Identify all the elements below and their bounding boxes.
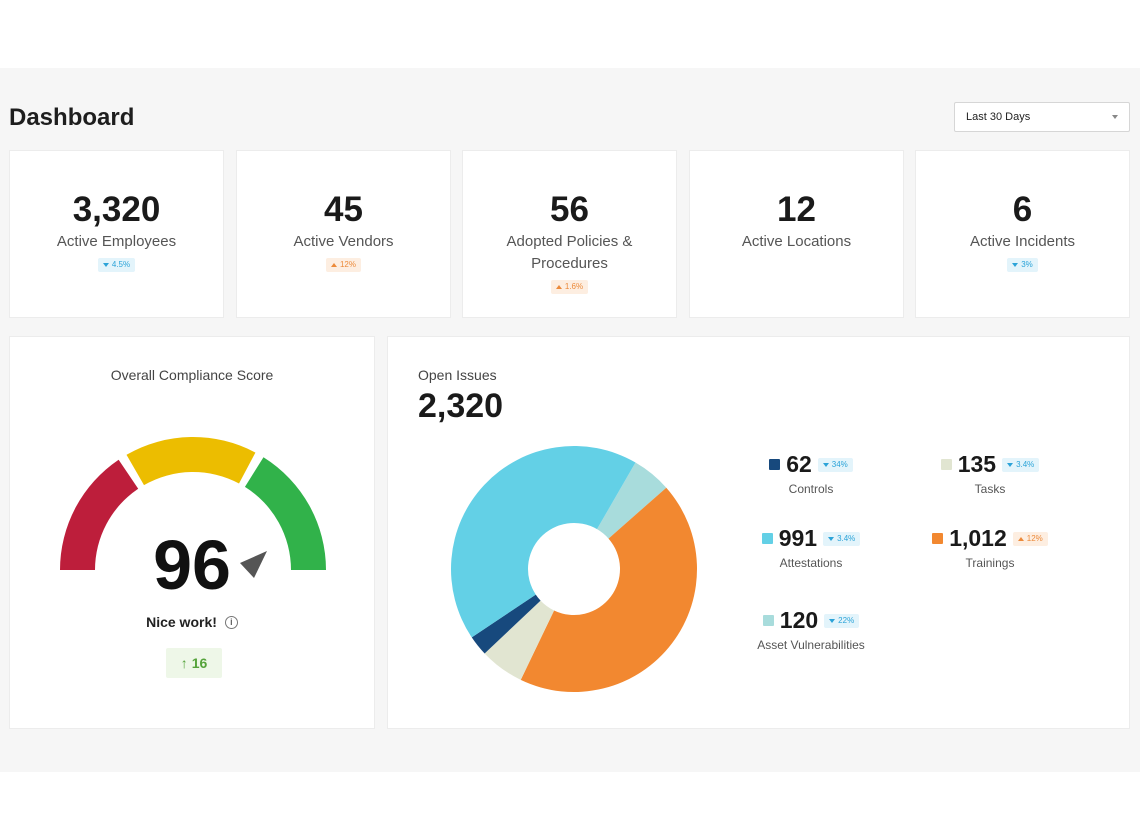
- gauge-segment-mid: [126, 437, 256, 486]
- change-badge: 12%: [325, 258, 361, 272]
- compliance-title: Overall Compliance Score: [110, 367, 274, 383]
- change-value: 3.4%: [1016, 459, 1035, 469]
- gauge-segment-low: [60, 459, 139, 570]
- legend-value: 1,012: [949, 525, 1007, 551]
- legend-label: Asset Vulnerabilities: [757, 638, 865, 652]
- legend-swatch: [932, 533, 944, 544]
- change-badge: 4.5%: [97, 258, 136, 272]
- legend-item: 62 34% Controls: [736, 451, 886, 496]
- stat-card: 12 Active Locations: [689, 150, 904, 318]
- legend-swatch: [762, 615, 774, 626]
- donut-slice[interactable]: [597, 462, 667, 539]
- date-range-value: Last 30 Days: [966, 111, 1031, 123]
- dashboard-page: Dashboard Last 30 Days 3,320 Active Empl…: [0, 68, 1140, 772]
- stat-label: Active Locations: [741, 233, 852, 250]
- stat-label: Adopted Policies & Procedures: [506, 233, 633, 272]
- legend-value: 120: [779, 607, 819, 633]
- legend-label: Attestations: [779, 556, 843, 570]
- stat-label: Active Employees: [56, 233, 177, 250]
- legend-item: 135 3.4% Tasks: [915, 451, 1065, 496]
- change-badge: 22%: [824, 613, 860, 628]
- compliance-delta-badge: ↑ 16: [166, 648, 222, 678]
- change-badge: 3.4%: [823, 531, 861, 546]
- stat-card: 56 Adopted Policies & Procedures 1.6%: [462, 150, 677, 318]
- legend-label: Tasks: [974, 482, 1006, 496]
- change-badge: 1.6%: [550, 280, 589, 294]
- legend-value: 135: [957, 451, 997, 477]
- change-value: 3%: [1021, 260, 1033, 269]
- stat-value: 12: [777, 190, 816, 229]
- gauge-needle-icon: [240, 551, 267, 578]
- legend-swatch: [761, 533, 773, 544]
- change-value: 34%: [831, 459, 848, 469]
- compliance-score-card: Overall Compliance Score 96 Nice work! i…: [9, 336, 375, 729]
- change-badge: 12%: [1012, 531, 1048, 546]
- triangle-down-icon: [829, 618, 836, 623]
- donut-slice[interactable]: [451, 446, 636, 638]
- open-issues-title: Open Issues: [418, 367, 497, 383]
- stat-card: 3,320 Active Employees 4.5%: [9, 150, 224, 318]
- triangle-down-icon: [102, 263, 109, 267]
- date-range-select[interactable]: Last 30 Days: [954, 102, 1130, 132]
- triangle-up-icon: [1017, 536, 1024, 541]
- donut-slice[interactable]: [520, 487, 697, 692]
- change-badge: 3%: [1007, 258, 1038, 272]
- donut-slice[interactable]: [484, 600, 555, 680]
- legend-label: Trainings: [965, 556, 1015, 570]
- stat-value: 3,320: [72, 190, 161, 229]
- legend-item: 991 3.4% Attestations: [736, 525, 886, 570]
- info-icon[interactable]: i: [224, 615, 238, 629]
- compliance-delta-value: 16: [191, 655, 208, 671]
- change-value: 22%: [838, 615, 855, 625]
- legend-swatch: [769, 459, 781, 470]
- stat-label: Active Incidents: [969, 233, 1076, 250]
- legend-item: 1,012 12% Trainings: [915, 525, 1065, 570]
- triangle-up-icon: [330, 263, 337, 267]
- legend-value: 62: [786, 451, 812, 477]
- open-issues-total: 2,320: [418, 387, 504, 425]
- gauge-segment-high: [244, 457, 326, 570]
- arrow-up-icon: ↑: [180, 655, 188, 671]
- chevron-down-icon: [1112, 115, 1118, 119]
- legend-swatch: [940, 459, 952, 470]
- open-issues-donut-chart: [451, 446, 697, 692]
- change-badge: 3.4%: [1002, 457, 1040, 472]
- stat-card: 6 Active Incidents 3%: [915, 150, 1130, 318]
- stat-value: 56: [550, 190, 589, 229]
- compliance-score-value: 96: [153, 526, 231, 604]
- triangle-down-icon: [828, 536, 835, 541]
- change-value: 1.6%: [564, 282, 584, 291]
- triangle-up-icon: [555, 285, 562, 289]
- triangle-down-icon: [1007, 462, 1014, 467]
- page-title: Dashboard: [9, 104, 135, 131]
- change-value: 4.5%: [111, 260, 131, 269]
- legend-value: 991: [778, 525, 818, 551]
- triangle-down-icon: [822, 462, 829, 467]
- stat-label: Active Vendors: [293, 233, 394, 250]
- change-value: 3.4%: [837, 533, 856, 543]
- open-issues-card: Open Issues 2,320 62 34% Controls 135 3.…: [387, 336, 1130, 729]
- compliance-message-row: Nice work! i: [10, 614, 374, 630]
- triangle-down-icon: [1012, 263, 1019, 267]
- compliance-message: Nice work!: [146, 614, 217, 630]
- stat-value: 6: [1012, 190, 1033, 229]
- legend-item: 120 22% Asset Vulnerabilities: [736, 607, 886, 652]
- change-badge: 34%: [817, 457, 853, 472]
- legend-label: Controls: [788, 482, 834, 496]
- donut-slice[interactable]: [471, 594, 541, 654]
- compliance-gauge: [60, 437, 326, 578]
- change-value: 12%: [339, 260, 356, 269]
- change-value: 12%: [1026, 533, 1043, 543]
- stat-value: 45: [324, 190, 363, 229]
- stat-card: 45 Active Vendors 12%: [236, 150, 451, 318]
